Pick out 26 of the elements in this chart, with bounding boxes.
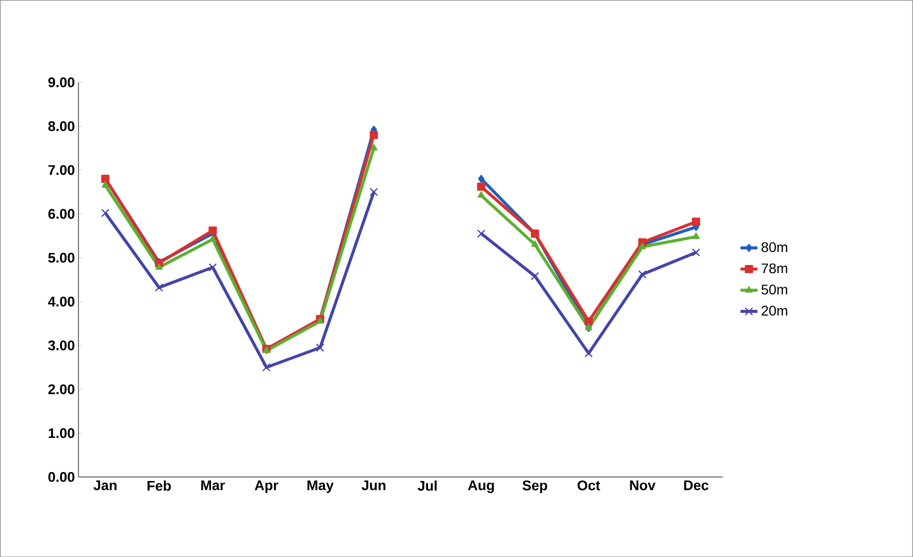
x-tick-label: Apr bbox=[254, 480, 278, 493]
legend-label: 78m bbox=[762, 263, 788, 274]
x-tick-label: May bbox=[308, 480, 334, 493]
x-tick-label: Jul bbox=[418, 480, 437, 491]
y-tick-label: 6.00 bbox=[48, 208, 74, 219]
x-tick-label: Nov bbox=[630, 480, 656, 490]
y-tick-label: 3.00 bbox=[48, 340, 74, 350]
x-tick-label: Jun bbox=[362, 480, 386, 490]
x-tick-label: Dec bbox=[684, 480, 708, 490]
legend-label: 80m bbox=[762, 242, 788, 252]
x-tick-label: Jan bbox=[94, 480, 116, 490]
y-tick-label: 0.00 bbox=[48, 472, 74, 482]
x-tick-label: Aug bbox=[468, 480, 494, 493]
y-tick-label: 2.00 bbox=[48, 384, 74, 394]
y-tick-label: 8.00 bbox=[48, 121, 74, 131]
y-tick-label: 4.00 bbox=[48, 296, 74, 306]
y-tick-label: 9.00 bbox=[48, 77, 74, 88]
x-tick-label: Oct bbox=[578, 480, 600, 490]
y-tick-label: 5.00 bbox=[48, 252, 74, 263]
y-tick-label: 1.00 bbox=[48, 428, 74, 438]
x-tick-label: Feb bbox=[148, 480, 171, 491]
legend-label: 50m bbox=[762, 284, 788, 294]
x-tick-label: Mar bbox=[201, 480, 225, 490]
x-tick-label: Sep bbox=[522, 480, 548, 493]
y-tick-label: 7.00 bbox=[48, 164, 74, 175]
legend-label: 20m bbox=[762, 306, 788, 316]
